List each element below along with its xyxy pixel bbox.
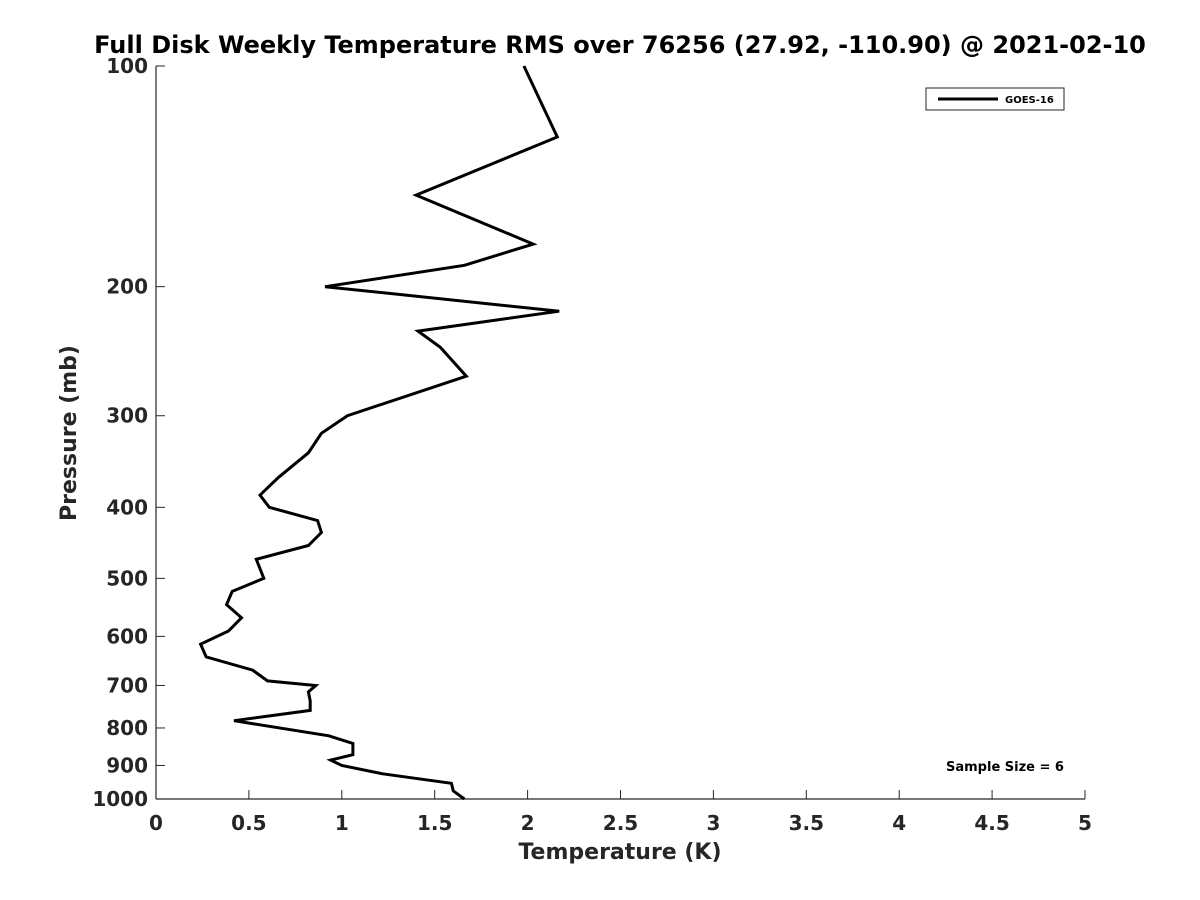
x-axis-label: Temperature (K) xyxy=(518,840,721,865)
x-tick-label: 1 xyxy=(335,811,349,835)
y-tick-label: 700 xyxy=(106,673,148,697)
series-layer xyxy=(198,65,560,801)
x-ticks: 0 0.5 1 1.5 2 2.5 3 3.5 4 4.5 5 xyxy=(149,790,1092,835)
x-tick-label: 3.5 xyxy=(789,811,824,835)
legend-label: GOES-16 xyxy=(1005,95,1054,106)
x-tick-label: 3 xyxy=(706,811,720,835)
y-tick-label: 400 xyxy=(106,495,148,519)
y-tick-label: 100 xyxy=(106,54,148,78)
y-tick-label: 600 xyxy=(106,624,148,648)
y-tick-label: 300 xyxy=(106,404,148,428)
chart-title: Full Disk Weekly Temperature RMS over 76… xyxy=(94,31,1146,59)
x-tick-label: 4 xyxy=(892,811,906,835)
y-tick-label: 900 xyxy=(106,753,148,777)
x-tick-label: 1.5 xyxy=(417,811,452,835)
sample-size-annotation: Sample Size = 6 xyxy=(946,760,1064,775)
y-axis-label: Pressure (mb) xyxy=(57,345,82,521)
x-tick-label: 0.5 xyxy=(231,811,266,835)
y-tick-label: 500 xyxy=(106,566,148,590)
y-tick-label: 1000 xyxy=(92,787,148,811)
legend: GOES-16 xyxy=(925,87,1065,111)
x-tick-label: 2 xyxy=(521,811,535,835)
y-tick-label: 800 xyxy=(106,716,148,740)
x-tick-label: 4.5 xyxy=(974,811,1009,835)
x-tick-label: 0 xyxy=(149,811,163,835)
x-tick-label: 2.5 xyxy=(603,811,638,835)
y-tick-label: 200 xyxy=(106,275,148,299)
x-tick-label: 5 xyxy=(1078,811,1092,835)
y-ticks: 100 200 300 400 500 600 700 800 900 1000 xyxy=(92,54,165,811)
